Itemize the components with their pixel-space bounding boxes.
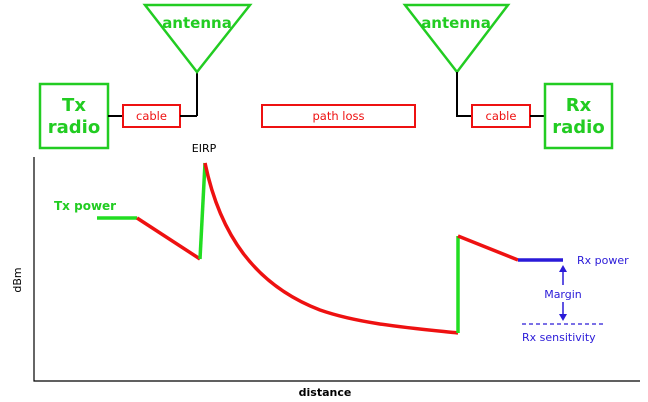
rx-sensitivity-label: Rx sensitivity bbox=[522, 331, 596, 344]
y-axis-label: dBm bbox=[11, 267, 24, 292]
margin-label: Margin bbox=[544, 288, 582, 301]
path-loss-curve bbox=[203, 162, 459, 335]
down-arrow-icon bbox=[559, 314, 567, 321]
margin-arrow bbox=[559, 265, 567, 321]
tx-radio-label-line2: radio bbox=[48, 117, 100, 138]
tx-power-label: Tx power bbox=[54, 199, 116, 213]
rx-antenna-label: antenna bbox=[421, 14, 491, 32]
rx-power-label: Rx power bbox=[577, 254, 629, 267]
rx-cable-box: cable bbox=[471, 104, 545, 128]
x-axis-label: distance bbox=[299, 386, 352, 399]
up-arrow-icon bbox=[559, 265, 567, 272]
tx-radio-box: Tx radio bbox=[38, 82, 110, 150]
path-loss-label: path loss bbox=[312, 109, 364, 123]
tx-antenna: antenna bbox=[142, 3, 253, 116]
rx-radio-box: Rx radio bbox=[543, 82, 614, 150]
path-loss-box: path loss bbox=[261, 104, 416, 128]
tx-cable-box: cable bbox=[108, 104, 197, 128]
tx-antenna-label: antenna bbox=[162, 14, 232, 32]
tx-radio-label-line1: Tx bbox=[62, 95, 86, 116]
rx-antenna: antenna bbox=[402, 3, 511, 117]
tx-cable-label: cable bbox=[136, 109, 167, 123]
rx-radio-label-line1: Rx bbox=[566, 95, 592, 116]
tx-antenna-gain-line bbox=[198, 162, 207, 260]
rx-cable-label: cable bbox=[486, 109, 517, 123]
graph-axes bbox=[33, 157, 640, 382]
tx-cable-loss-line bbox=[136, 216, 201, 261]
rx-cable-loss-line bbox=[457, 234, 519, 262]
eirp-label: EIRP bbox=[192, 142, 217, 155]
rx-radio-label-line2: radio bbox=[552, 117, 604, 138]
